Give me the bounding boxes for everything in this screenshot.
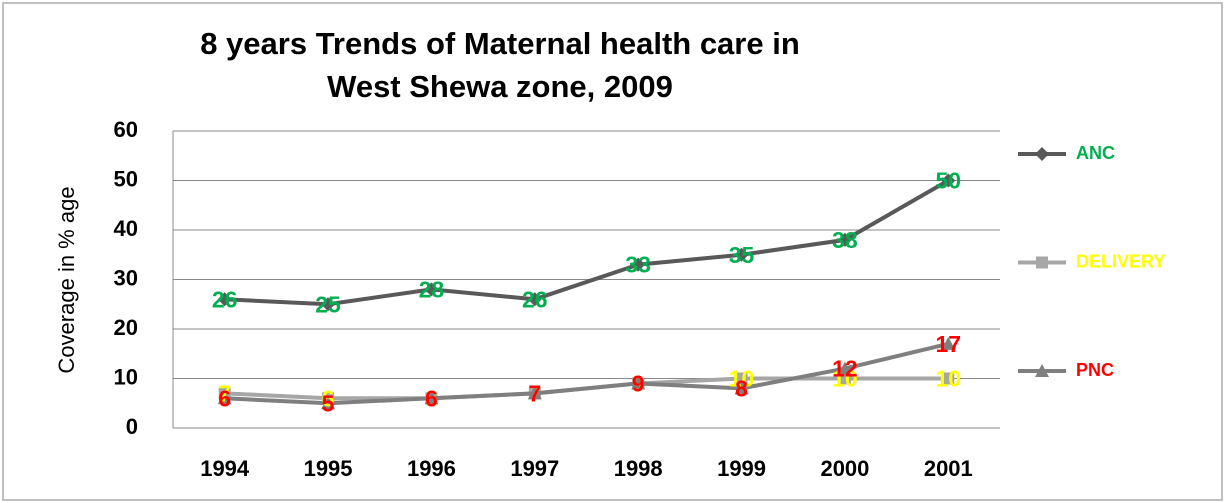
legend-label: DELIVERY xyxy=(1076,251,1165,271)
y-tick-label: 20 xyxy=(114,315,138,340)
data-point xyxy=(321,396,336,410)
data-point xyxy=(217,292,232,307)
legend-marker xyxy=(1035,147,1049,161)
legend-label: PNC xyxy=(1076,360,1114,380)
data-point xyxy=(527,386,542,400)
data-label: 10 xyxy=(729,366,755,392)
x-tick-label: 2000 xyxy=(820,456,869,481)
chart-title: 8 years Trends of Maternal health care i… xyxy=(200,26,800,104)
x-tick-label: 1997 xyxy=(510,456,559,481)
y-axis-label: Coverage in % age xyxy=(54,186,79,373)
data-point xyxy=(734,247,749,262)
legend-label: ANC xyxy=(1076,143,1115,163)
data-point xyxy=(838,372,851,385)
series-line xyxy=(224,341,949,406)
data-point xyxy=(217,391,232,405)
data-point xyxy=(735,372,748,385)
legend-marker xyxy=(1035,364,1049,377)
data-label: 6 xyxy=(322,385,335,411)
data-label: 5 xyxy=(322,390,335,416)
data-label: 33 xyxy=(625,252,651,278)
legend-marker xyxy=(1036,256,1048,269)
data-label: 12 xyxy=(832,356,858,382)
data-point xyxy=(424,282,439,297)
data-point xyxy=(631,376,646,390)
data-label: 7 xyxy=(528,380,541,406)
data-point xyxy=(527,292,542,307)
y-tick-label: 50 xyxy=(114,166,138,191)
data-label: 50 xyxy=(936,168,962,194)
data-label: 9 xyxy=(632,371,645,397)
data-label: 6 xyxy=(218,385,231,411)
data-label: 35 xyxy=(729,242,755,268)
data-label: 26 xyxy=(522,286,548,312)
data-label: 6 xyxy=(425,385,438,411)
data-point xyxy=(941,173,956,188)
data-label: 8 xyxy=(735,375,748,401)
data-point xyxy=(837,361,852,375)
y-tick-label: 60 xyxy=(114,117,138,142)
data-label: 7 xyxy=(528,380,541,406)
data-point xyxy=(424,391,439,405)
data-point xyxy=(734,381,749,395)
data-label: 28 xyxy=(419,276,445,302)
x-tick-label: 1998 xyxy=(614,456,663,481)
x-tick-label: 1995 xyxy=(304,456,353,481)
data-label: 17 xyxy=(936,331,962,357)
x-tick-label: 1996 xyxy=(407,456,456,481)
data-point xyxy=(942,372,955,385)
x-tick-label: 1994 xyxy=(200,456,250,481)
data-point xyxy=(631,257,646,272)
data-label: 38 xyxy=(832,227,858,253)
data-point xyxy=(837,232,852,247)
series-line xyxy=(224,178,950,307)
y-tick-label: 0 xyxy=(126,414,138,439)
y-tick-label: 40 xyxy=(114,216,138,241)
data-point xyxy=(321,297,336,312)
data-label: 10 xyxy=(832,366,858,392)
x-tick-label: 1999 xyxy=(717,456,766,481)
data-label: 26 xyxy=(212,286,238,312)
data-label: 10 xyxy=(936,366,962,392)
x-tick-label: 2001 xyxy=(924,456,973,481)
data-label: 9 xyxy=(632,371,645,397)
y-tick-label: 10 xyxy=(114,364,138,389)
y-tick-label: 30 xyxy=(114,265,138,290)
data-label: 25 xyxy=(315,291,341,317)
data-label: 6 xyxy=(425,385,438,411)
data-label: 7 xyxy=(218,380,231,406)
data-point xyxy=(941,336,956,350)
